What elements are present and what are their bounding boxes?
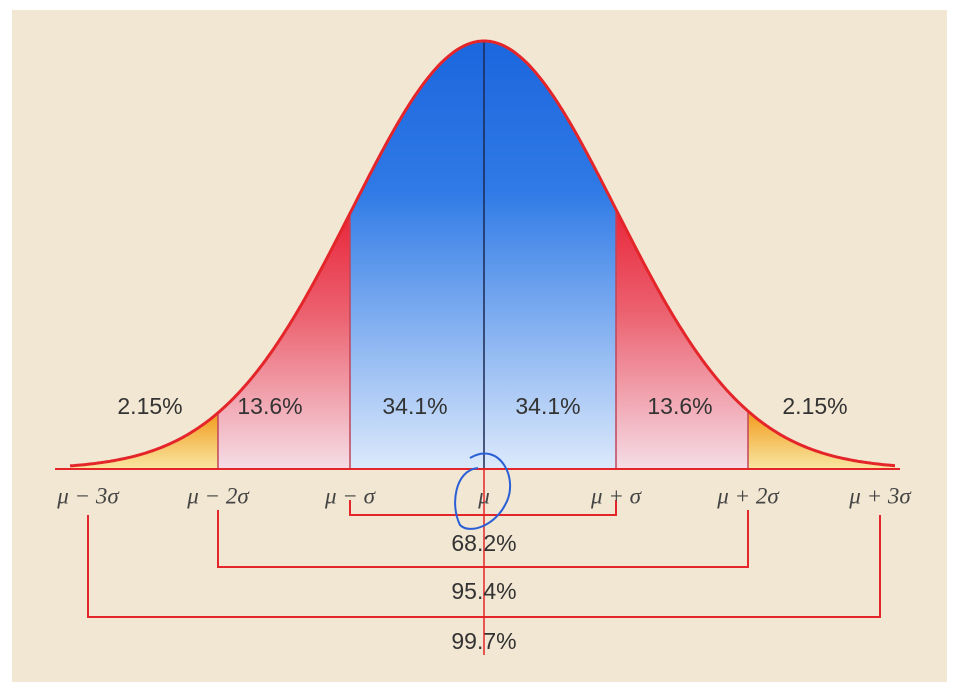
regions [70,41,895,469]
bracket-label: 68.2% [451,530,516,556]
region-label: 2.15% [117,393,182,419]
region [748,411,895,469]
curve [69,39,895,468]
bracket-2 [217,510,749,568]
axis-label: μ + 2σ [716,483,780,508]
brackets [87,500,881,618]
region-label: 34.1% [515,393,580,419]
axis-label: μ + 3σ [848,483,912,508]
axis-label: μ − 3σ [56,483,120,508]
region-label: 13.6% [647,393,712,419]
region [350,41,484,469]
bracket-1 [349,500,617,516]
region-label: 2.15% [782,393,847,419]
boundaries [217,41,749,469]
axis-label: μ − 2σ [186,483,250,508]
axis-label: μ − σ [324,483,377,508]
region-label: 34.1% [382,393,447,419]
bracket-3 [87,515,881,618]
annotation-circle [454,452,511,530]
region-label: 13.6% [237,393,302,419]
labels: 2.15% 13.6% 34.1% 34.1% 13.6% 2.15% μ − 3σ μ − … [56,393,912,654]
axis-label: μ + σ [590,483,643,508]
bracket-label: 95.4% [451,578,516,604]
axis-label: μ [477,483,490,508]
region [70,412,218,469]
bracket-label: 99.7% [451,628,516,654]
